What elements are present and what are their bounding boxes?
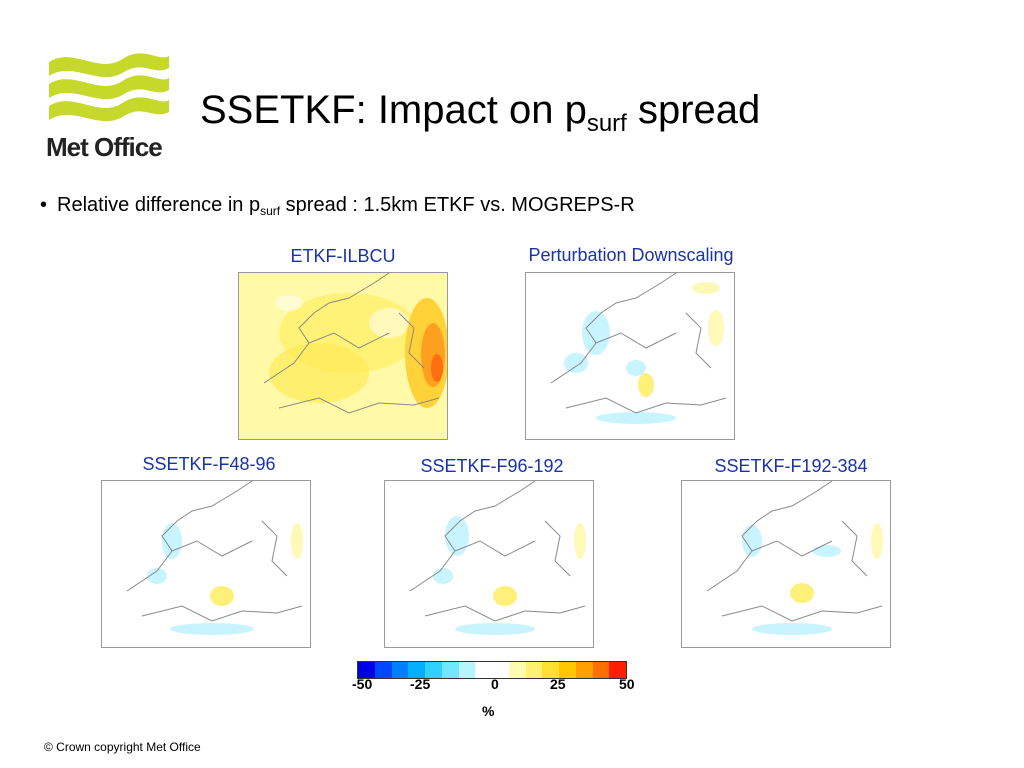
colorbar-swatch xyxy=(408,662,425,678)
panel-label-ssetkf-f96-192: SSETKF-F96-192 xyxy=(420,456,564,476)
colorbar-swatch xyxy=(458,662,476,678)
colorbar-tick: -50 xyxy=(352,676,373,692)
colorbar-swatch xyxy=(592,662,610,678)
panel-label-etkf-ilbcu: ETKF-ILBCU xyxy=(290,246,396,266)
colorbar-swatch xyxy=(425,662,442,678)
map-perturbation-downscaling xyxy=(525,272,735,440)
colorbar-swatch xyxy=(508,662,526,678)
colorbar-swatch xyxy=(609,662,626,678)
panel-label-ssetkf-f192-384: SSETKF-F192-384 xyxy=(714,456,868,476)
map-etkf-ilbcu xyxy=(238,272,448,440)
page-title: SSETKF: Impact on psurf spread xyxy=(200,88,761,137)
colorbar-swatch xyxy=(542,662,559,678)
colorbar-swatch xyxy=(358,662,375,678)
colorbar-tick: 25 xyxy=(550,676,566,692)
colorbar-swatch xyxy=(492,662,509,678)
map-ssetkf-f192-384 xyxy=(681,480,891,648)
colorbar-tick: 0 xyxy=(491,676,499,692)
colorbar-swatch xyxy=(475,662,492,678)
colorbar-swatch xyxy=(441,662,459,678)
logo-text: Met Office xyxy=(46,132,163,162)
map-ssetkf-f48-96 xyxy=(101,480,311,648)
colorbar-swatch xyxy=(575,662,593,678)
colorbar-swatch xyxy=(525,662,543,678)
colorbar-swatch xyxy=(374,662,392,678)
panel-label-ssetkf-f48-96: SSETKF-F48-96 xyxy=(142,454,276,474)
colorbar xyxy=(357,661,627,679)
met-office-logo-icon xyxy=(49,53,169,122)
footer-copyright: © Crown copyright Met Office xyxy=(44,740,201,754)
colorbar-tick: 50 xyxy=(619,676,635,692)
colorbar-swatch xyxy=(559,662,576,678)
panel-label-perturbation-downscaling: Perturbation Downscaling xyxy=(528,245,734,265)
map-ssetkf-f96-192 xyxy=(384,480,594,648)
colorbar-swatch xyxy=(391,662,409,678)
colorbar-tick: -25 xyxy=(410,676,431,692)
colorbar-unit: % xyxy=(482,703,495,719)
bullet-text: • Relative difference in psurf spread : 1… xyxy=(40,194,635,218)
